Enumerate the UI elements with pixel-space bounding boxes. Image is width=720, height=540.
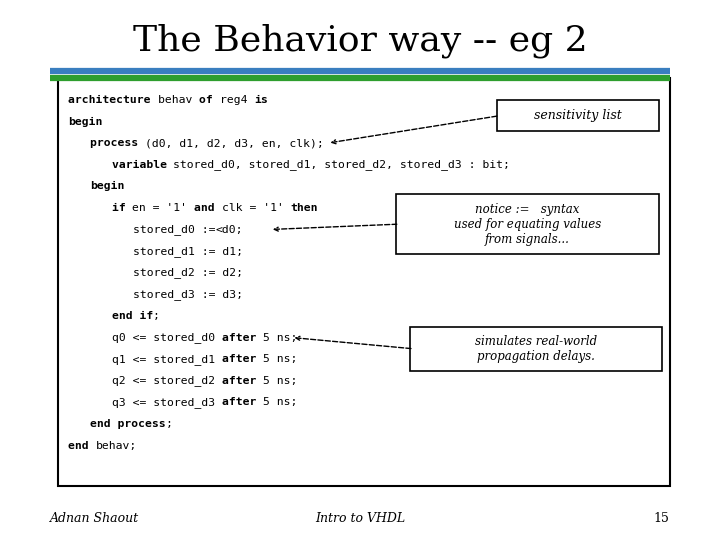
Text: after: after	[222, 333, 263, 342]
Text: <d0;: <d0;	[216, 225, 243, 234]
Text: behav;: behav;	[96, 441, 137, 450]
Text: of: of	[199, 95, 220, 105]
Text: q2 <= stored_d2: q2 <= stored_d2	[112, 375, 222, 386]
Text: en = '1': en = '1'	[132, 203, 194, 213]
Text: ;: ;	[153, 311, 160, 321]
Text: simulates real-world
propagation delays.: simulates real-world propagation delays.	[475, 335, 598, 363]
Text: if: if	[112, 203, 132, 213]
Text: clk = '1': clk = '1'	[222, 203, 290, 213]
Text: ;: ;	[166, 419, 173, 429]
Text: after: after	[222, 354, 263, 364]
Text: stored_d2 := d2;: stored_d2 := d2;	[133, 267, 243, 278]
FancyBboxPatch shape	[396, 194, 659, 254]
Text: reg4: reg4	[220, 95, 254, 105]
Text: 5 ns;: 5 ns;	[263, 333, 297, 342]
Text: Intro to VHDL: Intro to VHDL	[315, 512, 405, 525]
Text: end process: end process	[90, 419, 166, 429]
Text: 15: 15	[654, 512, 670, 525]
Text: behav: behav	[158, 95, 199, 105]
Text: The Behavior way -- eg 2: The Behavior way -- eg 2	[132, 23, 588, 58]
FancyBboxPatch shape	[410, 327, 662, 371]
Text: end if: end if	[112, 311, 153, 321]
Text: 5 ns;: 5 ns;	[263, 376, 297, 386]
Text: architecture: architecture	[68, 95, 158, 105]
Text: stored_d0, stored_d1, stored_d2, stored_d3 : bit;: stored_d0, stored_d1, stored_d2, stored_…	[174, 159, 510, 170]
Text: (d0, d1, d2, d3, en, clk);: (d0, d1, d2, d3, en, clk);	[145, 138, 324, 148]
Text: stored_d0 :=: stored_d0 :=	[133, 224, 216, 235]
Text: stored_d3 := d3;: stored_d3 := d3;	[133, 289, 243, 300]
Text: is: is	[254, 95, 268, 105]
Text: stored_d1 := d1;: stored_d1 := d1;	[133, 246, 243, 256]
Text: Adnan Shaout: Adnan Shaout	[50, 512, 140, 525]
Text: after: after	[222, 397, 263, 407]
Text: q0 <= stored_d0: q0 <= stored_d0	[112, 332, 222, 343]
Text: process: process	[90, 138, 145, 148]
Text: notice :=   syntax
used for equating values
from signals...: notice := syntax used for equating value…	[454, 202, 601, 246]
Text: sensitivity list: sensitivity list	[534, 109, 621, 122]
FancyBboxPatch shape	[58, 78, 670, 486]
Text: after: after	[222, 376, 263, 386]
Text: and: and	[194, 203, 222, 213]
Text: q3 <= stored_d3: q3 <= stored_d3	[112, 397, 222, 408]
Text: begin: begin	[68, 117, 103, 126]
FancyBboxPatch shape	[497, 100, 659, 131]
Text: 5 ns;: 5 ns;	[263, 397, 297, 407]
Text: variable: variable	[112, 160, 174, 170]
Text: end: end	[68, 441, 96, 450]
Text: then: then	[290, 203, 318, 213]
Text: 5 ns;: 5 ns;	[263, 354, 297, 364]
Text: begin: begin	[90, 181, 125, 191]
Text: q1 <= stored_d1: q1 <= stored_d1	[112, 354, 222, 364]
